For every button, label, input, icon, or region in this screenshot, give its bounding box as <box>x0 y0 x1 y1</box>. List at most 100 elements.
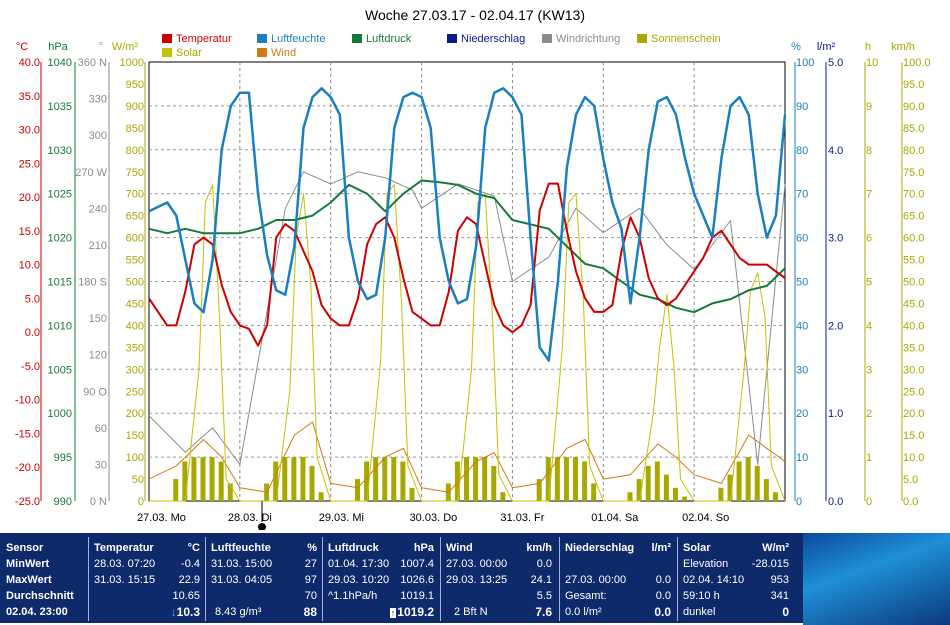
press-tick-label: 1000 <box>48 408 72 420</box>
wind-min-value: 0.0 <box>536 558 552 570</box>
precipitation-unit: l/m² <box>651 542 671 554</box>
solar-tick-label: 550 <box>126 255 144 267</box>
temperature-average: 10.65 <box>172 590 200 602</box>
sunshine-bar <box>627 492 633 501</box>
temperature-unit: °C <box>187 542 200 554</box>
dir-tick-label: 300 <box>89 130 107 142</box>
sun-tick-label: 2 <box>866 408 872 420</box>
sensor-header: Sensor <box>6 542 44 554</box>
sunshine-bar <box>736 461 742 501</box>
sunshine-bar <box>282 457 288 501</box>
sunshine-bar <box>772 492 778 501</box>
luftfeuchte-line <box>148 87 787 362</box>
solar-tick-label: 650 <box>126 211 144 223</box>
solar-max-time: 02.04. 14:10 <box>683 574 745 586</box>
press-tick-label: 1020 <box>48 233 72 245</box>
solar-tick-label: 850 <box>126 123 144 135</box>
legend-swatch <box>637 34 647 43</box>
solar-header: Solar <box>683 542 711 554</box>
rain-tick-label: 1.0 <box>828 408 843 420</box>
wind-axis-unit: km/h <box>891 41 915 53</box>
row-label-current: 02.04. 23:00 <box>6 606 68 618</box>
sunshine-bar <box>291 457 297 501</box>
trend-down-icon: ↓ <box>170 605 177 619</box>
precipitation-column: Niederschlag l/m² 27.03. 00:00 0.0 Gesam… <box>565 537 673 621</box>
temp-tick-label: 30.0 <box>19 125 40 137</box>
sunshine-bar <box>191 457 197 501</box>
sunshine-bar <box>672 487 678 501</box>
current-time-marker <box>258 523 266 530</box>
wind-tick-label: 90.0 <box>903 101 924 113</box>
sunshine-bar <box>682 496 688 501</box>
rain-axis-unit: l/m² <box>817 41 836 53</box>
legend-swatch <box>352 34 362 43</box>
rain-tick-label: 2.0 <box>828 320 843 332</box>
sunshine-bar <box>300 457 306 501</box>
rain-tick-label: 3.0 <box>828 233 843 245</box>
wind-beaufort: 2 Bft N <box>454 606 488 618</box>
temp-tick-label: -20.0 <box>15 462 40 474</box>
temp-tick-label: 15.0 <box>19 226 40 238</box>
sunshine-bar <box>273 461 279 501</box>
legend-label: Windrichtung <box>556 33 620 45</box>
sensor-column: Sensor MinWert MaxWert Durchschnitt 02.0… <box>6 537 86 621</box>
x-tick-label: 01.04. Sa <box>591 512 639 524</box>
dir-tick-label: 330 <box>89 94 107 106</box>
column-separator <box>677 537 678 621</box>
solar-tick-label: 500 <box>126 277 144 289</box>
column-separator <box>559 537 560 621</box>
wind-tick-label: 60.0 <box>903 233 924 245</box>
solar-tick-label: 300 <box>126 364 144 376</box>
sunshine-bar <box>500 492 506 501</box>
temperature-min-time: 28.03. 07:20 <box>94 558 156 570</box>
temperature-max-time: 31.03. 15:15 <box>94 574 156 586</box>
solar-unit: W/m² <box>762 542 789 554</box>
column-separator <box>205 537 206 621</box>
temperature-max-value: 22.9 <box>178 574 200 586</box>
sun-tick-label: 10 <box>866 57 878 69</box>
sunshine-bar <box>373 457 379 501</box>
legend-label: Niederschlag <box>461 33 525 45</box>
solar-current: 0 <box>782 605 789 619</box>
x-tick-label: 02.04. So <box>682 512 729 524</box>
wind-current: 7.6 <box>535 605 552 619</box>
sun-tick-label: 5 <box>866 277 872 289</box>
solar-tick-label: 200 <box>126 408 144 420</box>
sunshine-bar <box>227 483 233 501</box>
temp-tick-label: 5.0 <box>25 293 40 305</box>
wind-tick-label: 80.0 <box>903 145 924 157</box>
wind-tick-label: 100.0 <box>903 57 931 69</box>
press-tick-label: 1015 <box>48 277 72 289</box>
x-tick-label: 31.03. Fr <box>500 512 544 524</box>
solar-elevation-label: Elevation <box>683 558 729 570</box>
precipitation-rate: 0.0 l/m² <box>565 606 602 618</box>
solar-tick-label: 100 <box>126 452 144 464</box>
wind-tick-label: 70.0 <box>903 189 924 201</box>
sunshine-bar <box>636 479 642 501</box>
temp-tick-label: -10.0 <box>15 395 40 407</box>
temp-tick-label: -15.0 <box>15 428 40 440</box>
temp-tick-label: 35.0 <box>19 91 40 103</box>
precipitation-max-time: 27.03. 00:00 <box>565 574 627 586</box>
solar-line <box>149 184 786 502</box>
pressure-unit: hPa <box>413 542 434 554</box>
sun-tick-label: 3 <box>866 364 872 376</box>
sunshine-bar <box>645 465 651 501</box>
sunshine-bar <box>727 474 733 501</box>
legend-swatch <box>162 48 172 57</box>
wind-tick-label: 40.0 <box>903 320 924 332</box>
hum-tick-label: 20 <box>796 408 808 420</box>
press-tick-label: 1040 <box>48 57 72 69</box>
precipitation-total-label: Gesamt: <box>565 590 607 602</box>
humidity-min-value: 27 <box>304 558 317 570</box>
sun-axis-unit: h <box>865 41 871 53</box>
sunshine-bar <box>400 461 406 501</box>
press-tick-label: 1030 <box>48 145 72 157</box>
solar-axis-unit: W/m² <box>112 41 139 53</box>
solar-tick-label: 250 <box>126 386 144 398</box>
hum-tick-label: 80 <box>796 145 808 157</box>
wind-tick-label: 20.0 <box>903 408 924 420</box>
pressure-average: 1019.1 <box>400 590 434 602</box>
solar-tick-label: 150 <box>126 430 144 442</box>
pressure-current-value: 1019.2 <box>397 605 434 619</box>
